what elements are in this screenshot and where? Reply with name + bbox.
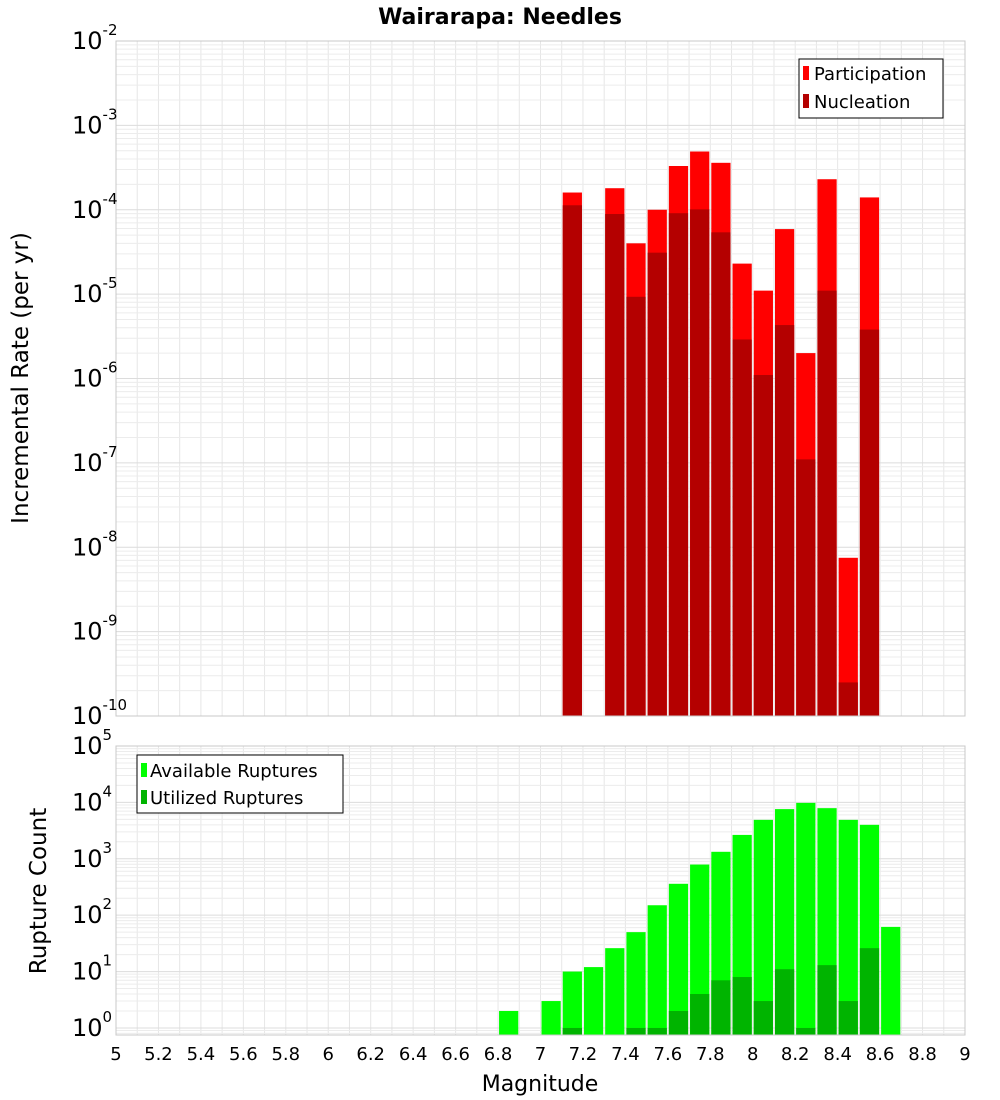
count-bar-utilized-ruptures <box>732 977 752 1035</box>
x-tick-label: 5.4 <box>187 1044 216 1065</box>
count-bar-available-ruptures <box>753 819 773 1035</box>
count-bar-available-ruptures <box>690 864 710 1035</box>
count-bar-available-ruptures <box>499 1010 519 1035</box>
chart-title: Wairarapa: Needles <box>378 5 622 30</box>
rate-y-tick-label: 10-8 <box>72 527 118 561</box>
count-bar-utilized-ruptures <box>668 1010 689 1035</box>
rate-grid <box>115 41 966 717</box>
x-ticks: 5 5.2 5.4 5.6 5.8 6 6.2 6.4 6.6 6.8 7 7.2 7.4 7.6 7.8 8… <box>110 1044 970 1065</box>
rate-y-tick-label: 10-2 <box>72 21 118 55</box>
rate-y-tick-label: 10-7 <box>72 443 118 477</box>
count-y-tick-label: 102 <box>72 895 112 929</box>
count-y-tick-label: 100 <box>72 1008 112 1042</box>
count-bar-available-ruptures <box>796 802 816 1035</box>
x-tick-label: 8.8 <box>908 1044 937 1065</box>
x-tick-label: 7.6 <box>654 1044 683 1065</box>
x-tick-label: 8.4 <box>823 1044 852 1065</box>
rate-y-tick-label: 10-9 <box>72 612 118 646</box>
x-tick-label: 5.2 <box>144 1044 173 1065</box>
rate-legend: Participation Nucleation <box>798 58 944 119</box>
rate-plot <box>115 40 966 717</box>
rate-bar-nucleation <box>817 290 837 716</box>
count-bars <box>499 802 901 1035</box>
legend-swatch-participation <box>803 66 809 80</box>
x-tick-label: 6.6 <box>441 1044 470 1065</box>
count-y-tick-label: 101 <box>72 952 112 986</box>
x-tick-label: 8 <box>747 1044 758 1065</box>
count-y-tick-label: 103 <box>72 839 112 873</box>
x-tick-label: 7.2 <box>569 1044 598 1065</box>
count-y-tick-label: 105 <box>72 726 112 760</box>
count-bar-available-ruptures <box>838 819 858 1035</box>
x-tick-label: 7 <box>535 1044 546 1065</box>
legend-label-nucleation: Nucleation <box>814 92 910 113</box>
count-y-ticks: 100 101 102 103 104 105 <box>72 726 112 1042</box>
rate-bar-nucleation <box>796 459 816 716</box>
count-bar-available-ruptures <box>647 905 667 1035</box>
rate-bar-nucleation <box>859 329 880 716</box>
count-bar-utilized-ruptures <box>711 980 731 1035</box>
count-bar-utilized-ruptures <box>562 1027 582 1035</box>
rate-bar-nucleation <box>732 339 752 716</box>
rate-y-tick-label: 10-4 <box>72 190 118 224</box>
x-tick-label: 8.2 <box>781 1044 810 1065</box>
count-bar-available-ruptures <box>541 1001 561 1035</box>
count-bar-available-ruptures <box>668 883 689 1035</box>
rate-y-ticks: 10-10 10-9 10-8 10-7 10-6 10-5 10-4 10-3 10-2 <box>72 21 127 730</box>
x-tick-label: 7.8 <box>696 1044 725 1065</box>
count-bar-available-ruptures <box>626 932 646 1035</box>
count-bar-available-ruptures <box>881 926 901 1035</box>
count-bar-utilized-ruptures <box>838 1001 858 1035</box>
legend-label-available: Available Ruptures <box>150 761 318 782</box>
legend-swatch-available <box>141 763 147 777</box>
rate-y-tick-label: 10-10 <box>72 696 127 730</box>
legend-swatch-nucleation <box>803 94 809 108</box>
count-bar-utilized-ruptures <box>796 1027 816 1035</box>
count-legend: Available Ruptures Utilized Ruptures <box>136 754 344 814</box>
legend-swatch-utilized <box>141 790 147 804</box>
x-axis-label: Magnitude <box>482 1072 599 1097</box>
x-tick-label: 6.8 <box>484 1044 513 1065</box>
x-tick-label: 8.6 <box>866 1044 895 1065</box>
rate-bar-nucleation <box>626 296 646 716</box>
x-tick-label: 5 <box>110 1044 121 1065</box>
count-bar-utilized-ruptures <box>774 969 795 1035</box>
rate-bars <box>562 151 880 717</box>
count-bar-utilized-ruptures <box>626 1027 646 1035</box>
rate-bar-nucleation <box>562 205 582 717</box>
x-tick-label: 9 <box>959 1044 970 1065</box>
x-tick-label: 6.4 <box>399 1044 428 1065</box>
count-y-tick-label: 104 <box>72 782 112 816</box>
count-y-axis-label: Rupture Count <box>26 808 52 974</box>
rate-bar-participation <box>838 557 858 716</box>
rate-bar-nucleation <box>774 325 795 716</box>
x-tick-label: 5.6 <box>229 1044 258 1065</box>
legend-label-participation: Participation <box>814 64 926 85</box>
rate-y-tick-label: 10-6 <box>72 359 118 393</box>
rate-y-axis-label: Incremental Rate (per yr) <box>8 232 34 524</box>
rate-y-tick-label: 10-5 <box>72 274 118 308</box>
rate-bar-nucleation <box>838 682 858 716</box>
count-bar-utilized-ruptures <box>753 1001 773 1035</box>
x-tick-label: 6 <box>323 1044 334 1065</box>
count-bar-utilized-ruptures <box>817 965 837 1035</box>
rate-bar-nucleation <box>605 214 625 717</box>
x-tick-label: 7.4 <box>611 1044 640 1065</box>
count-bar-available-ruptures <box>562 971 582 1035</box>
count-bar-available-ruptures <box>605 948 625 1035</box>
rate-bar-nucleation <box>753 375 773 716</box>
rate-bar-nucleation <box>690 209 710 717</box>
x-tick-label: 6.2 <box>356 1044 385 1065</box>
count-bar-available-ruptures <box>583 967 604 1035</box>
count-bar-utilized-ruptures <box>690 994 710 1035</box>
count-bar-utilized-ruptures <box>647 1027 667 1035</box>
x-tick-label: 5.8 <box>271 1044 300 1065</box>
count-bar-utilized-ruptures <box>859 948 880 1035</box>
legend-label-utilized: Utilized Ruptures <box>150 788 303 809</box>
rate-y-tick-label: 10-3 <box>72 105 118 139</box>
rate-bar-nucleation <box>647 252 667 716</box>
rate-bar-nucleation <box>711 232 731 716</box>
rate-bar-nucleation <box>668 213 689 717</box>
